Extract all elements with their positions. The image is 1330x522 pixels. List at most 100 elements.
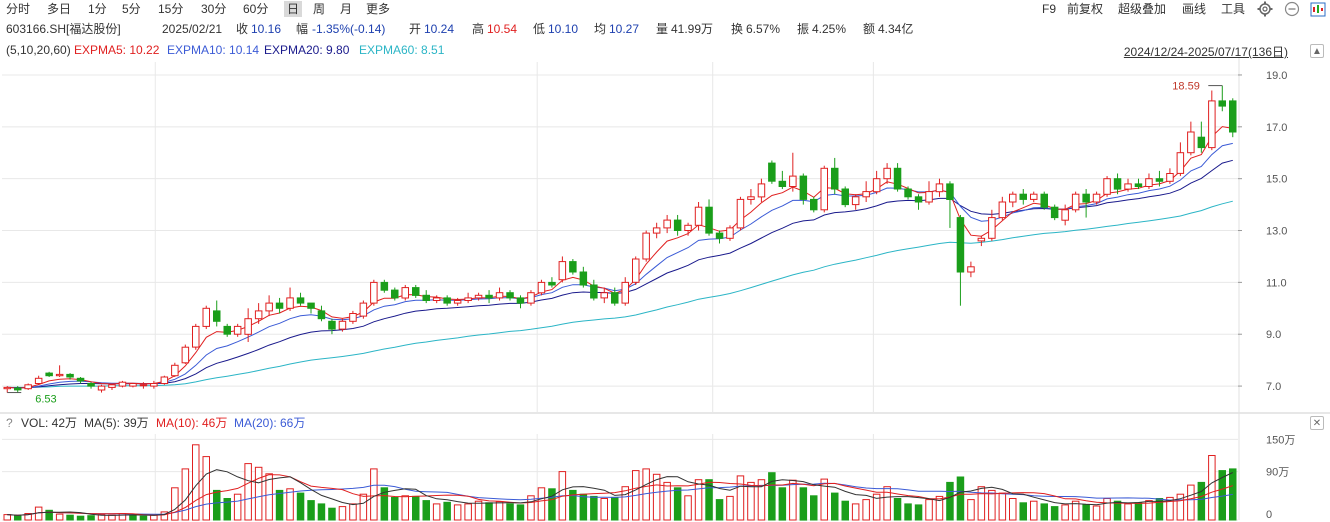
- volume-bar: [275, 489, 284, 521]
- candle-body: [694, 206, 703, 226]
- volume-bar: [45, 509, 53, 521]
- volume-bar: [715, 499, 724, 521]
- candle-body: [516, 297, 525, 304]
- tab-15min[interactable]: 15分: [158, 2, 184, 16]
- tab-day[interactable]: 日: [284, 1, 302, 17]
- volume-bar: [726, 495, 734, 521]
- turnover-value: 6.57%: [746, 22, 781, 36]
- volume-tick-label: 90万: [1266, 467, 1289, 479]
- candle-body: [632, 258, 640, 283]
- draw-line-button[interactable]: 画线: [1182, 2, 1207, 16]
- candle-body: [726, 227, 734, 239]
- volume-bar: [432, 503, 441, 521]
- volume-bar: [495, 501, 504, 521]
- volume-bar: [694, 479, 703, 521]
- volume-bar: [391, 496, 399, 521]
- candle-body: [1229, 100, 1237, 133]
- candle-body: [485, 294, 493, 299]
- volume-bar: [171, 487, 179, 521]
- volume-bar: [192, 444, 200, 521]
- ma-params[interactable]: (5,10,20,60): [6, 43, 71, 57]
- candle-body: [998, 201, 1007, 219]
- candle-body: [904, 188, 912, 198]
- volume-bar: [1019, 502, 1027, 521]
- candle-body: [1134, 183, 1143, 187]
- candle-body: [412, 287, 420, 296]
- tab-month[interactable]: 月: [340, 2, 353, 16]
- turnover-label: 换: [731, 22, 744, 36]
- tab-timeshare[interactable]: 分时: [6, 2, 31, 16]
- volume-bar: [118, 513, 127, 521]
- quote-info-line: 603166.SH[福达股份] 2025/02/21 收 10.16 幅 -1.…: [0, 19, 1330, 39]
- candle-body: [359, 302, 368, 317]
- tools-button[interactable]: 工具: [1221, 2, 1246, 16]
- volume-bar: [464, 503, 472, 521]
- collapse-up-icon[interactable]: ▲: [1310, 44, 1324, 58]
- candle-body: [778, 180, 787, 188]
- volume-bar: [24, 513, 32, 521]
- candle-body: [569, 261, 577, 273]
- candle-body: [1145, 178, 1153, 187]
- amount-value: 4.34亿: [878, 22, 914, 36]
- candle-body: [715, 232, 724, 239]
- tab-multiday[interactable]: 多日: [47, 2, 72, 16]
- chart-toggle-icon[interactable]: [1309, 0, 1327, 18]
- candle-body: [1082, 193, 1090, 203]
- candle-body: [233, 325, 242, 335]
- candle-body: [883, 167, 891, 180]
- candle-body: [548, 281, 556, 286]
- close-panel-icon[interactable]: ✕: [1310, 416, 1324, 430]
- avg-label: 均: [594, 22, 607, 36]
- candle-body: [338, 320, 347, 330]
- price-tick-label: 9.0: [1266, 329, 1281, 341]
- volume-bar: [778, 487, 787, 521]
- tab-60min[interactable]: 60分: [243, 2, 269, 16]
- candle-body: [1187, 131, 1195, 154]
- volume-bar: [223, 498, 231, 521]
- volume-bar: [621, 486, 629, 521]
- high-label: 高: [472, 22, 485, 36]
- avg-value: 10.27: [609, 22, 640, 36]
- question-icon[interactable]: ?: [6, 416, 13, 430]
- volume-bar: [3, 514, 11, 521]
- volume-bar: [736, 475, 745, 521]
- tab-1min[interactable]: 1分: [88, 2, 107, 16]
- minus-circle-icon[interactable]: [1284, 1, 1300, 17]
- tab-more[interactable]: 更多: [366, 2, 391, 16]
- volume-bar: [87, 515, 95, 521]
- vol-ma20-legend: MA(20): 66万: [234, 416, 306, 430]
- volume-bar: [820, 478, 828, 521]
- volume-bar: [904, 503, 912, 521]
- candle-body: [527, 292, 535, 304]
- super-overlay-button[interactable]: 超级叠加: [1118, 2, 1167, 16]
- candle-body: [1061, 209, 1069, 221]
- volume-bar: [97, 514, 106, 521]
- volume-bar: [453, 504, 462, 521]
- forward-adjust-button[interactable]: 前复权: [1067, 2, 1104, 16]
- date-range[interactable]: 2024/12/24-2025/07/17(136日): [1123, 45, 1288, 59]
- ema60-line: [7, 200, 1233, 388]
- volume-bar: [380, 487, 389, 521]
- candle-body: [862, 191, 870, 198]
- volume-bar: [516, 504, 525, 521]
- candle-body: [24, 384, 32, 390]
- volume-bar: [55, 513, 64, 521]
- volume-bar: [841, 500, 849, 521]
- gear-icon[interactable]: [1257, 1, 1273, 17]
- volume-bar: [1030, 500, 1038, 521]
- volume-bar: [349, 503, 357, 521]
- candle-body: [768, 162, 776, 182]
- ema10-line: [7, 142, 1233, 389]
- volume-bar: [946, 481, 954, 521]
- f9-button[interactable]: F9: [1042, 2, 1057, 16]
- tab-5min[interactable]: 5分: [122, 2, 141, 16]
- volume-bar: [673, 487, 682, 521]
- candle-body: [652, 227, 661, 234]
- tab-week[interactable]: 周: [313, 2, 326, 16]
- candle-body: [192, 325, 200, 348]
- tab-30min[interactable]: 30分: [201, 2, 227, 16]
- candle-body: [66, 373, 74, 378]
- volume-bar: [286, 488, 294, 521]
- candle-body: [1019, 193, 1027, 200]
- candle-body: [663, 219, 671, 229]
